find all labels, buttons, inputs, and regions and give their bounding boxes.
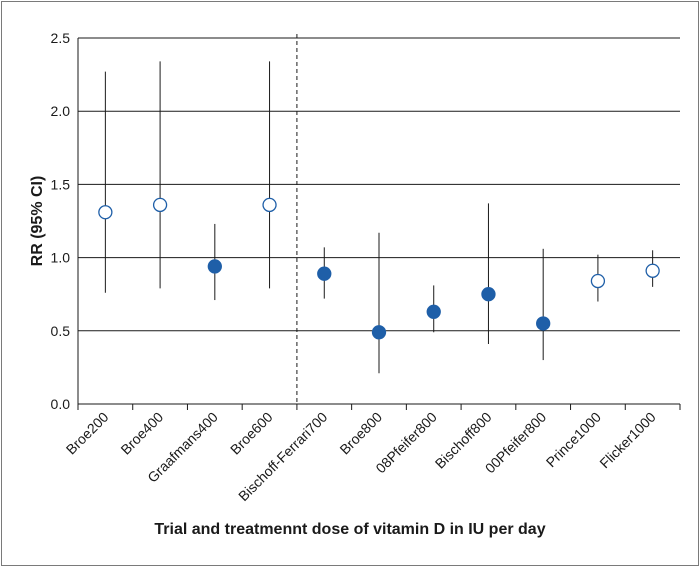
point-marker-open <box>590 273 606 289</box>
point-marker-filled <box>536 316 551 331</box>
point-marker-filled <box>481 287 496 302</box>
point-markers <box>98 197 660 340</box>
point-marker-filled <box>207 259 222 274</box>
y-tick-label: 2.0 <box>51 103 71 119</box>
y-tick-label: 1.0 <box>51 250 71 266</box>
point-marker-open <box>152 197 168 213</box>
point-marker-filled <box>371 325 387 340</box>
x-tick-label: Broe400 <box>117 409 166 458</box>
x-tick-label: Prince1000 <box>543 409 605 471</box>
y-tick-label: 0.5 <box>51 323 71 339</box>
point-marker-filled <box>317 266 332 281</box>
x-tick-label: Broe600 <box>227 409 276 458</box>
y-tick-labels: 0.0 0.5 1.0 1.5 2.0 2.5 <box>51 30 71 412</box>
y-tick-label: 2.5 <box>51 30 71 46</box>
x-tick-marks <box>77 404 681 410</box>
y-tick-label: 0.0 <box>51 396 71 412</box>
x-tick-label: Broe800 <box>336 409 385 458</box>
point-marker-open <box>645 263 660 278</box>
x-tick-label: Broe200 <box>63 409 112 458</box>
point-marker-open <box>98 205 113 220</box>
point-marker-filled <box>426 304 441 319</box>
point-marker-open <box>262 197 277 213</box>
x-tick-label: Flicker1000 <box>596 409 659 472</box>
y-tick-label: 1.5 <box>51 176 71 192</box>
y-axis-title: RR (95% CI) <box>29 176 46 267</box>
x-axis-title: Trial and treatmennt dose of vitamin D i… <box>154 521 545 538</box>
